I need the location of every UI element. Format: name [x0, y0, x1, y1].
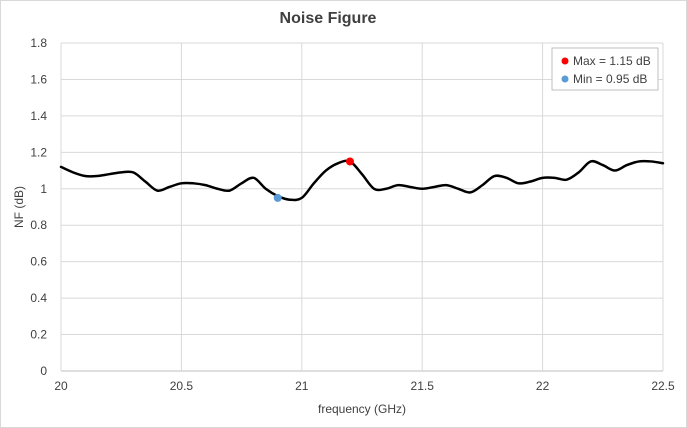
- x-axis-label: frequency (GHz): [318, 402, 406, 416]
- x-tick-label: 22.5: [651, 379, 675, 393]
- x-tick-labels: 20 20.5 21 21.5 22 22.5: [54, 379, 675, 393]
- x-tick-label: 20.5: [170, 379, 194, 393]
- chart-title: Noise Figure: [280, 10, 377, 27]
- y-tick-label: 1.8: [30, 36, 47, 50]
- legend-max-label: Max = 1.15 dB: [573, 54, 651, 68]
- legend: Max = 1.15 dB Min = 0.95 dB: [551, 47, 659, 91]
- y-axis-label: NF (dB): [12, 186, 26, 228]
- y-tick-label: 0.2: [30, 328, 47, 342]
- x-tick-label: 21.5: [411, 379, 435, 393]
- nf-series-line: [59, 159, 665, 202]
- y-tick-label: 1: [40, 182, 47, 196]
- y-tick-label: 1.6: [30, 72, 47, 86]
- y-tick-label: 0: [40, 364, 47, 378]
- legend-box: [551, 47, 659, 91]
- x-tick-label: 20: [54, 379, 68, 393]
- y-tick-labels: 0 0.2 0.4 0.6 0.8 1 1.2 1.4 1.6 1.8: [30, 36, 47, 378]
- max-marker: [345, 157, 354, 166]
- x-tick-label: 22: [536, 379, 550, 393]
- grid: [60, 42, 664, 372]
- marker-layer: [273, 157, 354, 202]
- legend-min-label: Min = 0.95 dB: [573, 72, 647, 86]
- min-marker: [273, 193, 282, 202]
- y-tick-label: 0.8: [30, 218, 47, 232]
- y-tick-label: 0.4: [30, 291, 47, 305]
- legend-min-swatch: [561, 75, 569, 83]
- y-tick-label: 1.4: [30, 109, 47, 123]
- y-tick-label: 0.6: [30, 255, 47, 269]
- legend-max-swatch: [561, 57, 569, 65]
- y-tick-label: 1.2: [30, 145, 47, 159]
- series-layer: [59, 159, 665, 202]
- x-tick-label: 21: [295, 379, 309, 393]
